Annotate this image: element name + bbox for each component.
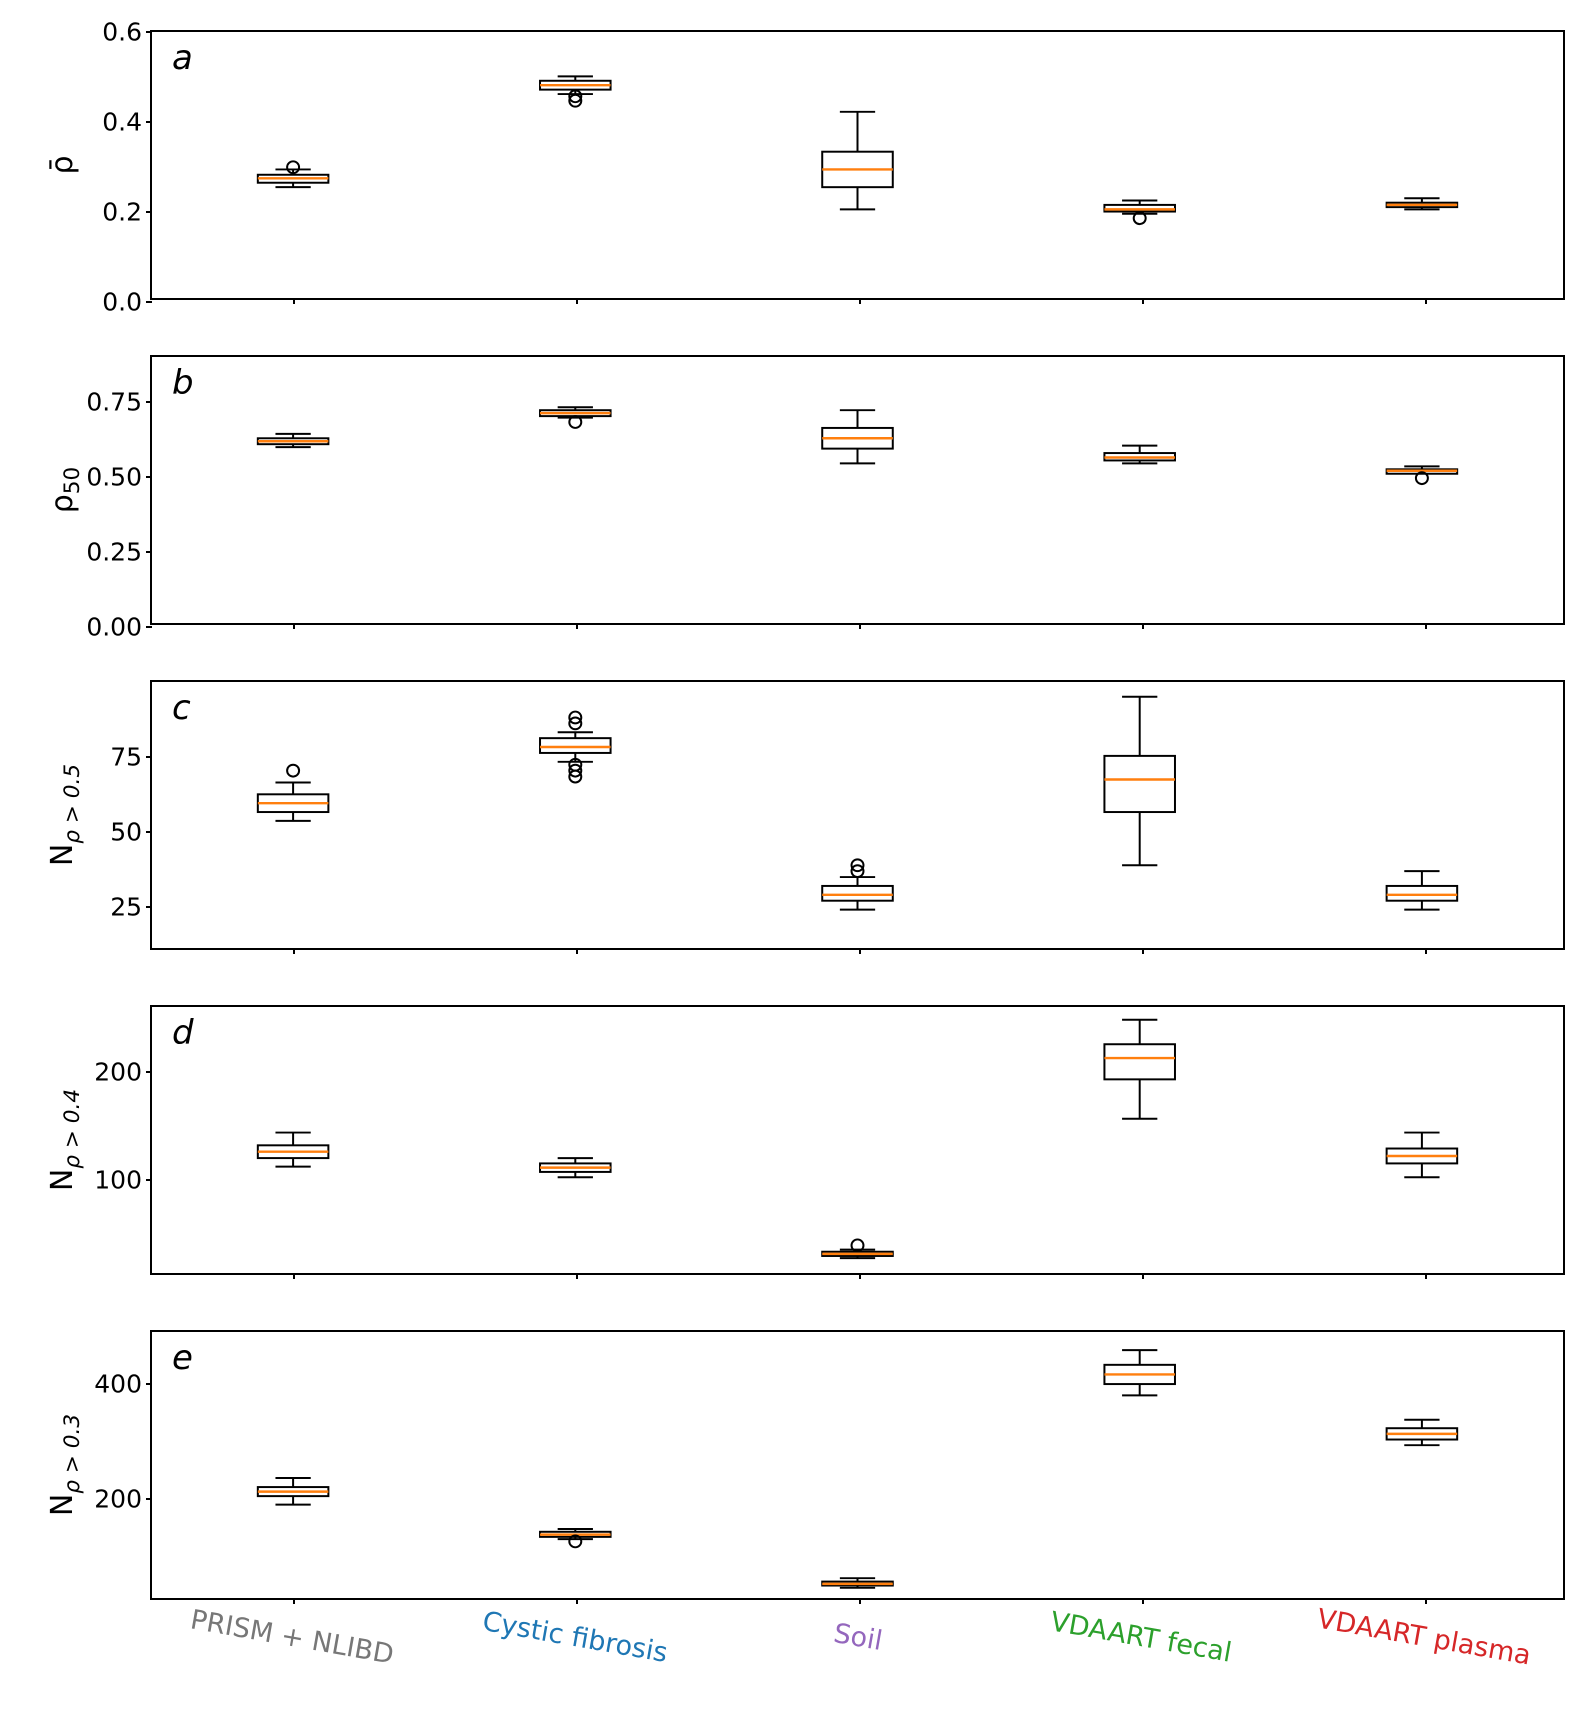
box <box>1387 886 1458 901</box>
ylabel-e: Nρ > 0.3 <box>45 1330 85 1600</box>
xlabel-2: Soil <box>831 1618 884 1657</box>
ytick-label: 200 <box>94 1484 152 1513</box>
ytick-label: 75 <box>110 743 152 772</box>
xtick-mark <box>576 623 578 629</box>
outlier-marker <box>287 765 299 777</box>
xtick-mark <box>1142 1273 1144 1279</box>
xtick-mark <box>859 948 861 954</box>
xtick-mark <box>576 948 578 954</box>
xtick-mark <box>293 623 295 629</box>
xtick-mark <box>1425 1598 1427 1604</box>
xtick-mark <box>293 1598 295 1604</box>
ytick-label: 25 <box>110 893 152 922</box>
ytick-label: 0.0 <box>102 288 152 317</box>
ylabel-a: ρ̄ <box>45 30 80 300</box>
ytick-label: 50 <box>110 818 152 847</box>
xtick-mark <box>1425 948 1427 954</box>
xtick-mark <box>859 623 861 629</box>
box-layer-e <box>152 1332 1563 1598</box>
box <box>1104 1044 1175 1079</box>
panel-b: b0.000.250.500.75 <box>150 355 1565 625</box>
box <box>1104 756 1175 812</box>
ylabel-b: ρ50 <box>45 355 85 625</box>
xtick-mark <box>1425 1273 1427 1279</box>
xtick-mark <box>576 298 578 304</box>
box-layer-b <box>152 357 1563 623</box>
ytick-label: 0.6 <box>102 18 152 47</box>
xtick-mark <box>1425 298 1427 304</box>
xtick-mark <box>1425 623 1427 629</box>
panel-a: a0.00.20.40.6 <box>150 30 1565 300</box>
ytick-label: 100 <box>94 1165 152 1194</box>
box-layer-a <box>152 32 1563 298</box>
panel-e: e200400 <box>150 1330 1565 1600</box>
xtick-mark <box>859 298 861 304</box>
box <box>822 886 893 901</box>
xtick-mark <box>859 1273 861 1279</box>
ytick-label: 0.2 <box>102 198 152 227</box>
xtick-mark <box>576 1273 578 1279</box>
xtick-mark <box>293 948 295 954</box>
xtick-mark <box>1142 1598 1144 1604</box>
ytick-label: 400 <box>94 1369 152 1398</box>
figure: a0.00.20.40.6 ρ̄ b0.000.250.500.75 ρ50 c2550… <box>0 0 1592 1726</box>
ytick-label: 0.50 <box>86 463 152 492</box>
ytick-label: 0.75 <box>86 388 152 417</box>
xtick-mark <box>1142 298 1144 304</box>
ytick-label: 200 <box>94 1057 152 1086</box>
box-layer-d <box>152 1007 1563 1273</box>
xtick-mark <box>859 1598 861 1604</box>
ytick-label: 0.4 <box>102 108 152 137</box>
xtick-mark <box>293 1273 295 1279</box>
panel-d: d100200 <box>150 1005 1565 1275</box>
panel-c: c255075 <box>150 680 1565 950</box>
xtick-mark <box>1142 623 1144 629</box>
box-layer-c <box>152 682 1563 948</box>
xtick-mark <box>1142 948 1144 954</box>
xtick-mark <box>576 1598 578 1604</box>
ytick-label: 0.25 <box>86 538 152 567</box>
xlabel-4: VDAART plasma <box>1314 1603 1533 1671</box>
ylabel-d: Nρ > 0.4 <box>45 1005 85 1275</box>
xlabel-0: PRISM + NLIBD <box>187 1604 395 1670</box>
xlabel-3: VDAART fecal <box>1048 1606 1234 1668</box>
ylabel-c: Nρ > 0.5 <box>45 680 85 950</box>
xlabel-1: Cystic fibrosis <box>480 1606 670 1669</box>
ytick-label: 0.00 <box>86 613 152 642</box>
box <box>540 738 611 753</box>
xtick-mark <box>293 298 295 304</box>
